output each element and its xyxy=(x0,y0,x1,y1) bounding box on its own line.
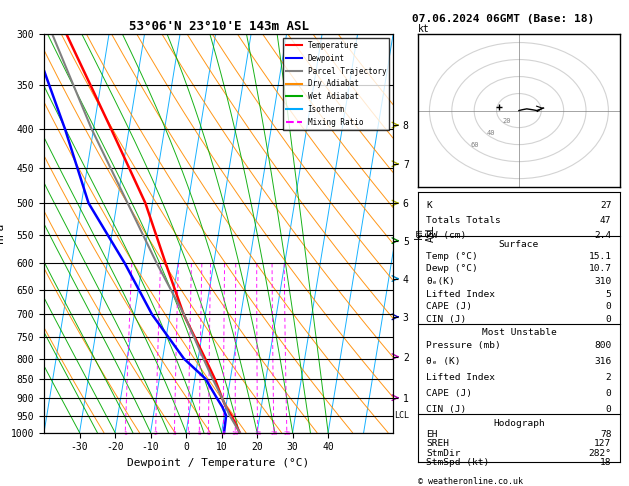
Text: 1: 1 xyxy=(123,431,127,436)
Text: Totals Totals: Totals Totals xyxy=(426,216,501,225)
Text: 07.06.2024 06GMT (Base: 18): 07.06.2024 06GMT (Base: 18) xyxy=(412,14,594,24)
Text: © weatheronline.co.uk: © weatheronline.co.uk xyxy=(418,477,523,486)
Text: K: K xyxy=(426,201,432,210)
Text: CAPE (J): CAPE (J) xyxy=(426,389,472,398)
Text: 0: 0 xyxy=(606,315,611,324)
Text: 10: 10 xyxy=(231,431,239,436)
Text: CAPE (J): CAPE (J) xyxy=(426,302,472,311)
Text: 0: 0 xyxy=(606,389,611,398)
Text: StmDir: StmDir xyxy=(426,449,461,458)
Text: LCL: LCL xyxy=(394,411,409,420)
Text: 0: 0 xyxy=(606,302,611,311)
Text: StmSpd (kt): StmSpd (kt) xyxy=(426,458,489,467)
Text: Most Unstable: Most Unstable xyxy=(482,328,556,337)
Text: 40: 40 xyxy=(487,130,495,136)
Text: 2: 2 xyxy=(153,431,157,436)
Text: 78: 78 xyxy=(600,430,611,439)
Text: Hodograph: Hodograph xyxy=(493,419,545,428)
Text: EH: EH xyxy=(426,430,438,439)
Text: θₑ (K): θₑ (K) xyxy=(426,357,461,366)
Text: 8: 8 xyxy=(221,431,225,436)
Text: 127: 127 xyxy=(594,439,611,448)
Text: 0: 0 xyxy=(606,404,611,414)
Text: 3: 3 xyxy=(172,431,176,436)
Text: 60: 60 xyxy=(470,142,479,148)
Text: kt: kt xyxy=(418,24,430,34)
Text: Lifted Index: Lifted Index xyxy=(426,373,495,382)
Text: 6: 6 xyxy=(207,431,210,436)
Y-axis label: hPa: hPa xyxy=(0,223,5,243)
Text: CIN (J): CIN (J) xyxy=(426,315,467,324)
Text: 5: 5 xyxy=(198,431,201,436)
Text: Surface: Surface xyxy=(499,240,539,249)
Text: SREH: SREH xyxy=(426,439,449,448)
X-axis label: Dewpoint / Temperature (°C): Dewpoint / Temperature (°C) xyxy=(128,458,309,468)
Text: 15: 15 xyxy=(253,431,261,436)
Text: CIN (J): CIN (J) xyxy=(426,404,467,414)
Text: 4: 4 xyxy=(186,431,190,436)
Text: Temp (°C): Temp (°C) xyxy=(426,252,478,261)
Legend: Temperature, Dewpoint, Parcel Trajectory, Dry Adiabat, Wet Adiabat, Isotherm, Mi: Temperature, Dewpoint, Parcel Trajectory… xyxy=(283,38,389,130)
Text: θₑ(K): θₑ(K) xyxy=(426,277,455,286)
Text: 5: 5 xyxy=(606,290,611,298)
Text: 10.7: 10.7 xyxy=(589,264,611,274)
Text: 2.4: 2.4 xyxy=(594,231,611,240)
Text: 20: 20 xyxy=(270,431,277,436)
Text: 25: 25 xyxy=(283,431,291,436)
Text: Lifted Index: Lifted Index xyxy=(426,290,495,298)
Text: 47: 47 xyxy=(600,216,611,225)
Text: Pressure (mb): Pressure (mb) xyxy=(426,341,501,350)
Text: Dewp (°C): Dewp (°C) xyxy=(426,264,478,274)
Text: 20: 20 xyxy=(503,118,511,124)
Title: 53°06'N 23°10'E 143m ASL: 53°06'N 23°10'E 143m ASL xyxy=(128,20,309,33)
Text: 15.1: 15.1 xyxy=(589,252,611,261)
Text: 282°: 282° xyxy=(589,449,611,458)
Text: PW (cm): PW (cm) xyxy=(426,231,467,240)
Text: 27: 27 xyxy=(600,201,611,210)
Text: 316: 316 xyxy=(594,357,611,366)
Text: 310: 310 xyxy=(594,277,611,286)
Text: 800: 800 xyxy=(594,341,611,350)
Text: 2: 2 xyxy=(606,373,611,382)
Y-axis label: km
ASL: km ASL xyxy=(415,225,436,242)
Text: 18: 18 xyxy=(600,458,611,467)
